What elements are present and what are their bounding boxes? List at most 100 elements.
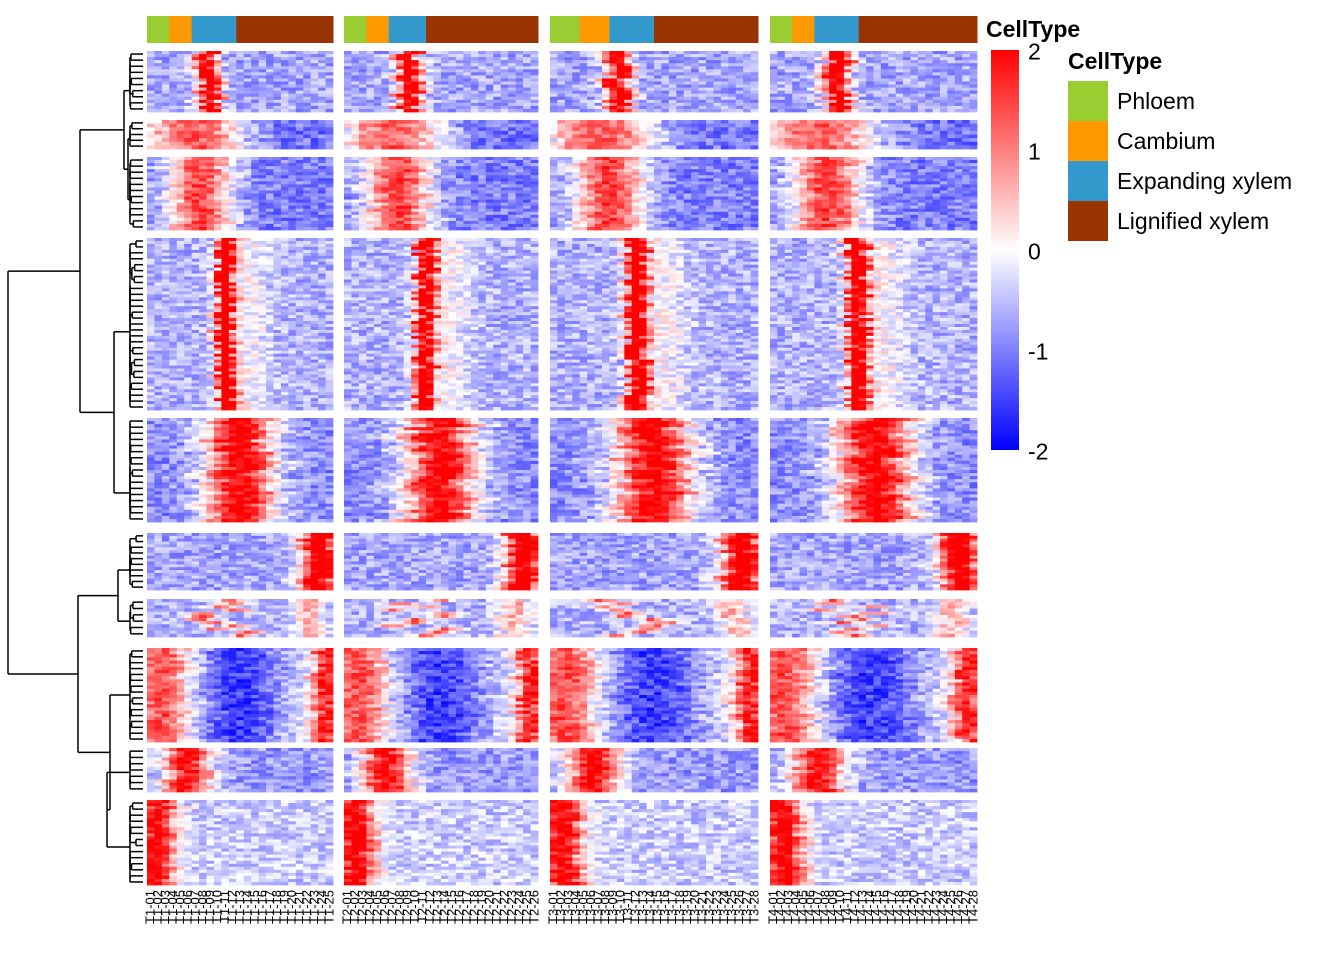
heatmap-cell: [251, 377, 259, 380]
heatmap-cell: [221, 145, 229, 149]
heatmap-cell: [281, 342, 289, 345]
heatmap-cell: [162, 227, 170, 230]
heatmap-cell: [288, 470, 296, 473]
heatmap-cell: [273, 206, 281, 209]
heatmap-cell: [266, 227, 274, 230]
heatmap-cell: [207, 539, 215, 542]
heatmap-cell: [318, 184, 326, 187]
heatmap-cell: [147, 516, 155, 519]
heatmap-cell: [296, 584, 304, 587]
heatmap-cell: [207, 501, 215, 504]
heatmap-cell: [288, 374, 296, 377]
heatmap-cell: [303, 280, 311, 283]
heatmap-cell: [251, 265, 259, 268]
heatmap-cell: [147, 628, 155, 632]
heatmap-cell: [318, 306, 326, 309]
heatmap-cell: [207, 351, 215, 354]
heatmap-cell: [177, 579, 185, 582]
heatmap-cell: [177, 452, 185, 455]
heatmap-cell: [162, 103, 170, 106]
heatmap-cell: [169, 433, 177, 436]
heatmap-cell: [154, 421, 162, 424]
heatmap-cell: [326, 544, 334, 547]
heatmap-cell: [236, 209, 244, 212]
heatmap-cell: [229, 163, 237, 166]
heatmap-cell: [214, 63, 222, 66]
heatmap-cell: [311, 624, 319, 628]
heatmap-cell: [184, 166, 192, 169]
heatmap-cell: [192, 109, 200, 112]
heatmap-cell: [177, 142, 185, 146]
heatmap-cell: [236, 94, 244, 97]
heatmap-cell: [177, 455, 185, 458]
heatmap-cell: [169, 542, 177, 545]
heatmap-cell: [251, 559, 259, 562]
heatmap-cell: [288, 449, 296, 452]
heatmap-cell: [192, 60, 200, 63]
heatmap-cell: [162, 609, 170, 613]
heatmap-cell: [192, 297, 200, 300]
heatmap-cell: [214, 54, 222, 57]
heatmap-cell: [214, 357, 222, 360]
heatmap-cell: [281, 395, 289, 398]
heatmap-cell: [214, 533, 222, 536]
heatmap-cell: [207, 145, 215, 149]
heatmap-cell: [177, 377, 185, 380]
heatmap-cell: [199, 654, 207, 658]
heatmap-cell: [273, 621, 281, 625]
heatmap-cell: [318, 461, 326, 464]
heatmap-cell: [303, 482, 311, 485]
heatmap-cell: [326, 562, 334, 565]
heatmap-cell: [192, 91, 200, 94]
heatmap-cell: [288, 389, 296, 392]
heatmap-cell: [221, 618, 229, 622]
heatmap-cell: [259, 584, 267, 587]
heatmap-cell: [169, 464, 177, 467]
heatmap-cell: [147, 63, 155, 66]
heatmap-cell: [184, 615, 192, 619]
heatmap-cell: [266, 579, 274, 582]
heatmap-cell: [236, 455, 244, 458]
heatmap-cell: [273, 51, 281, 54]
heatmap-cell: [311, 327, 319, 330]
heatmap-cell: [162, 172, 170, 175]
heatmap-cell: [177, 339, 185, 342]
heatmap-cell: [318, 315, 326, 318]
heatmap-cell: [177, 127, 185, 131]
heatmap-cell: [311, 271, 319, 274]
heatmap-cell: [326, 651, 334, 655]
heatmap-cell: [318, 618, 326, 622]
heatmap-cell: [154, 615, 162, 619]
heatmap-cell: [184, 265, 192, 268]
heatmap-cell: [162, 455, 170, 458]
annotation-segment-lignified-xylem: [654, 16, 759, 43]
heatmap-cell: [303, 576, 311, 579]
heatmap-cell: [266, 215, 274, 218]
heatmap-cell: [288, 318, 296, 321]
heatmap-cell: [311, 103, 319, 106]
heatmap-cell: [199, 63, 207, 66]
heatmap-cell: [221, 467, 229, 470]
heatmap-cell: [229, 461, 237, 464]
heatmap-cell: [221, 648, 229, 652]
heatmap-cell: [236, 398, 244, 401]
heatmap-cell: [184, 100, 192, 103]
heatmap-cell: [244, 244, 252, 247]
heatmap-cell: [236, 82, 244, 85]
heatmap-cell: [266, 605, 274, 609]
heatmap-cell: [288, 244, 296, 247]
heatmap-cell: [221, 348, 229, 351]
heatmap-cell: [288, 442, 296, 445]
heatmap-cell: [326, 539, 334, 542]
heatmap-cell: [318, 395, 326, 398]
heatmap-cell: [288, 280, 296, 283]
heatmap-cell: [177, 241, 185, 244]
heatmap-cell: [244, 433, 252, 436]
heatmap-cell: [199, 285, 207, 288]
heatmap-cell: [214, 631, 222, 635]
heatmap-cell: [177, 467, 185, 470]
heatmap-cell: [288, 371, 296, 374]
heatmap-cell: [236, 127, 244, 131]
heatmap-cell: [303, 268, 311, 271]
heatmap-cell: [303, 491, 311, 494]
